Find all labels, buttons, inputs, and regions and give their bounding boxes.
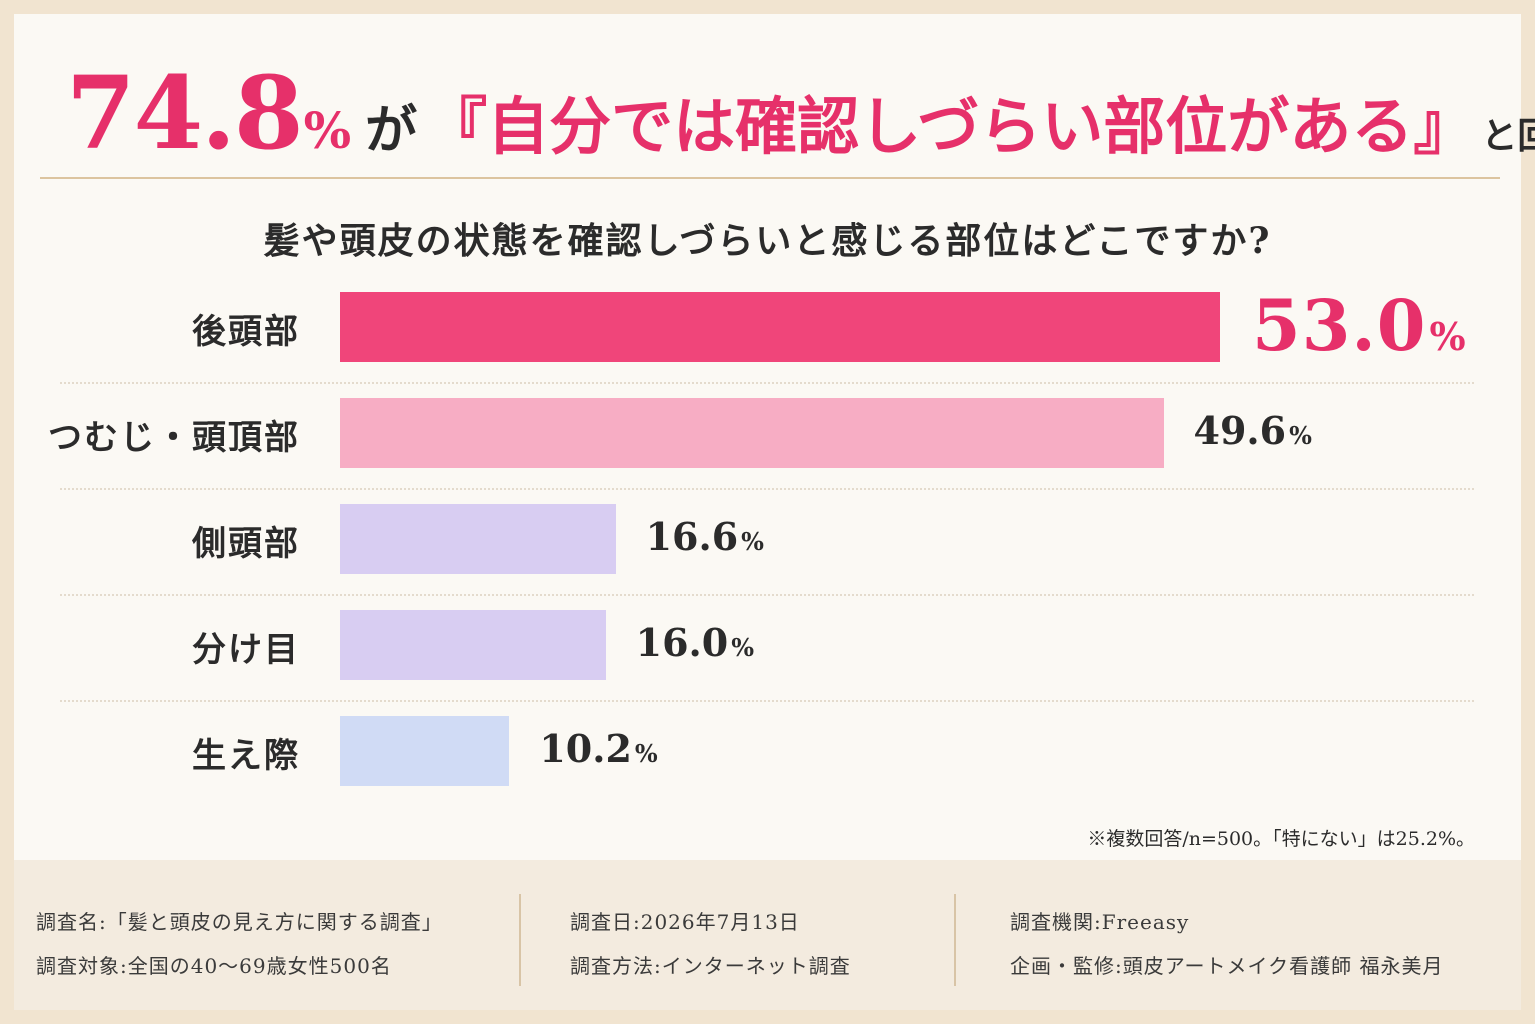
survey-info-col-1: 調査名:「髪と頭皮の見え方に関する調査」 調査対象:全国の40〜69歳女性500… [36, 900, 443, 988]
row-separator [60, 382, 1474, 384]
headline: 74.8 % が 『自分では確認しづらい部位がある』 と回答 [66, 54, 1535, 174]
row-separator [60, 488, 1474, 490]
survey-info-col-2: 調査日:2026年7月13日 調査方法:インターネット調査 [570, 900, 851, 988]
footer-divider [519, 894, 521, 986]
value-label: 16.6% [646, 514, 764, 559]
footer-divider [954, 894, 956, 986]
value-unit: % [634, 739, 658, 768]
row-separator [60, 594, 1474, 596]
survey-agency: 調査機関:Freeasy [1010, 910, 1190, 934]
chart-question: 髪や頭皮の状態を確認しづらいと感じる部位はどこですか? [263, 220, 1272, 262]
survey-date: 調査日:2026年7月13日 [570, 910, 800, 934]
headline-quote: 『自分では確認しづらい部位がある』 [425, 90, 1476, 163]
value-label: 16.0% [636, 620, 754, 665]
survey-method: 調査方法:インターネット調査 [570, 954, 851, 978]
headline-particle: が [365, 100, 418, 161]
value-number: 16.6 [645, 514, 739, 559]
category-label: 側頭部 [192, 524, 300, 564]
bar [340, 716, 510, 786]
row-separator [60, 700, 1474, 702]
value-label: 49.6% [1194, 408, 1312, 453]
survey-info-footer: 調査名:「髪と頭皮の見え方に関する調査」 調査対象:全国の40〜69歳女性500… [14, 860, 1521, 1010]
value-number: 49.6 [1193, 408, 1287, 453]
headline-tail: と回答 [1481, 115, 1535, 157]
value-number: 10.2 [539, 726, 632, 771]
survey-info-col-3: 調査機関:Freeasy 企画・監修:頭皮アートメイク看護師 福永美月 [1010, 900, 1444, 988]
value-unit: % [741, 527, 764, 556]
survey-supervisor: 企画・監修:頭皮アートメイク看護師 福永美月 [1010, 954, 1444, 978]
category-label: つむじ・頭頂部 [48, 418, 300, 458]
infographic-card: 74.8 % が 『自分では確認しづらい部位がある』 と回答 髪や頭皮の状態を確… [14, 14, 1535, 1010]
survey-name: 調査名:「髪と頭皮の見え方に関する調査」 [36, 910, 443, 934]
bar [340, 398, 1164, 468]
headline-percent-number: 74.8 [66, 54, 304, 172]
headline-divider [40, 177, 1500, 179]
bar [340, 504, 616, 574]
survey-target: 調査対象:全国の40〜69歳女性500名 [36, 954, 392, 978]
category-label: 分け目 [192, 630, 300, 670]
value-unit: % [731, 633, 755, 662]
value-unit: % [1289, 421, 1312, 450]
value-number: 53.0 [1252, 284, 1427, 367]
value-unit: % [1429, 314, 1466, 359]
bar [340, 292, 1220, 362]
footnote: ※複数回答/n=500。「特にない」は25.2%。 [1087, 828, 1475, 850]
category-label: 後頭部 [192, 312, 300, 352]
bar [340, 610, 606, 680]
headline-percent-sign: % [303, 101, 352, 160]
category-label: 生え際 [192, 736, 300, 776]
value-label: 53.0% [1252, 284, 1466, 367]
value-label: 10.2% [539, 726, 657, 771]
value-number: 16.0 [635, 620, 729, 665]
